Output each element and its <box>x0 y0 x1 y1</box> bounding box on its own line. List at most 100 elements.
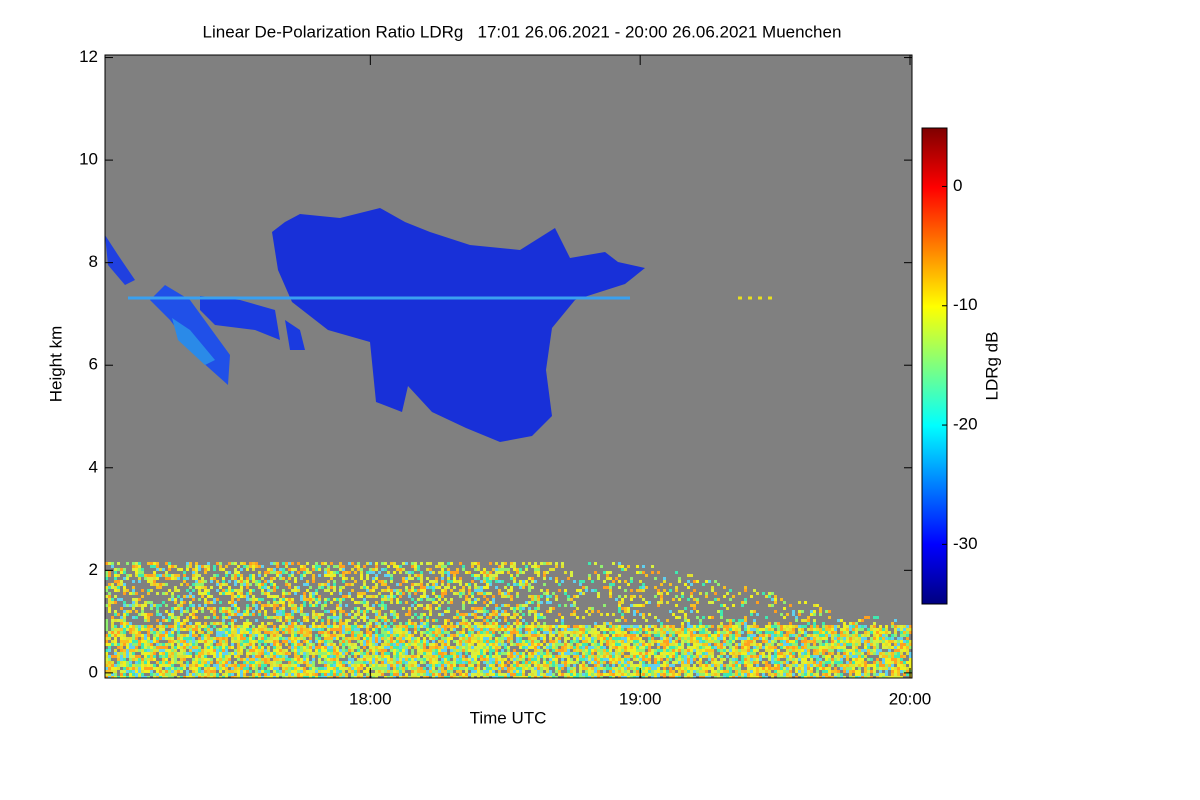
backscatter-pixel <box>603 571 606 574</box>
backscatter-pixel <box>324 610 327 613</box>
backscatter-pixel <box>618 637 621 640</box>
backscatter-pixel <box>405 667 408 670</box>
backscatter-pixel <box>492 568 495 571</box>
backscatter-pixel <box>477 622 480 625</box>
backscatter-pixel <box>171 634 174 637</box>
backscatter-pixel <box>210 595 213 598</box>
backscatter-pixel <box>423 649 426 652</box>
backscatter-pixel <box>168 643 171 646</box>
backscatter-pixel <box>357 649 360 652</box>
backscatter-pixel <box>489 667 492 670</box>
backscatter-pixel <box>552 631 555 634</box>
backscatter-pixel <box>276 652 279 655</box>
backscatter-pixel <box>387 667 390 670</box>
backscatter-pixel <box>501 643 504 646</box>
backscatter-pixel <box>711 652 714 655</box>
backscatter-pixel <box>105 562 108 565</box>
backscatter-pixel <box>297 631 300 634</box>
backscatter-pixel <box>573 667 576 670</box>
backscatter-pixel <box>429 661 432 664</box>
backscatter-pixel <box>309 586 312 589</box>
backscatter-pixel <box>702 652 705 655</box>
backscatter-pixel <box>360 673 363 676</box>
backscatter-pixel <box>201 634 204 637</box>
backscatter-pixel <box>462 616 465 619</box>
backscatter-pixel <box>381 625 384 628</box>
backscatter-pixel <box>477 592 480 595</box>
backscatter-pixel <box>477 625 480 628</box>
backscatter-pixel <box>297 676 300 678</box>
backscatter-pixel <box>411 562 414 565</box>
backscatter-pixel <box>534 640 537 643</box>
backscatter-pixel <box>432 667 435 670</box>
backscatter-pixel <box>375 658 378 661</box>
backscatter-pixel <box>426 676 429 678</box>
backscatter-pixel <box>234 595 237 598</box>
backscatter-pixel <box>495 604 498 607</box>
backscatter-pixel <box>402 649 405 652</box>
backscatter-pixel <box>171 595 174 598</box>
backscatter-pixel <box>219 676 222 678</box>
backscatter-pixel <box>444 571 447 574</box>
backscatter-pixel <box>474 598 477 601</box>
backscatter-pixel <box>468 667 471 670</box>
backscatter-pixel <box>471 661 474 664</box>
backscatter-pixel <box>585 667 588 670</box>
backscatter-pixel <box>228 628 231 631</box>
backscatter-pixel <box>426 634 429 637</box>
backscatter-pixel <box>456 655 459 658</box>
backscatter-pixel <box>477 646 480 649</box>
backscatter-pixel <box>717 664 720 667</box>
backscatter-pixel <box>555 595 558 598</box>
backscatter-pixel <box>156 640 159 643</box>
backscatter-pixel <box>396 649 399 652</box>
backscatter-pixel <box>522 619 525 622</box>
backscatter-pixel <box>534 646 537 649</box>
backscatter-pixel <box>387 652 390 655</box>
backscatter-pixel <box>288 562 291 565</box>
backscatter-pixel <box>123 640 126 643</box>
backscatter-pixel <box>690 583 693 586</box>
backscatter-pixel <box>657 646 660 649</box>
backscatter-pixel <box>372 586 375 589</box>
backscatter-pixel <box>213 574 216 577</box>
backscatter-pixel <box>543 658 546 661</box>
backscatter-pixel <box>159 661 162 664</box>
backscatter-pixel <box>504 646 507 649</box>
backscatter-pixel <box>501 562 504 565</box>
backscatter-pixel <box>567 667 570 670</box>
backscatter-pixel <box>171 649 174 652</box>
backscatter-pixel <box>558 583 561 586</box>
backscatter-pixel <box>585 589 588 592</box>
backscatter-pixel <box>687 634 690 637</box>
backscatter-pixel <box>657 643 660 646</box>
backscatter-pixel <box>627 634 630 637</box>
backscatter-pixel <box>483 580 486 583</box>
backscatter-pixel <box>405 631 408 634</box>
backscatter-pixel <box>225 649 228 652</box>
backscatter-pixel <box>510 640 513 643</box>
backscatter-pixel <box>312 568 315 571</box>
backscatter-pixel <box>405 646 408 649</box>
backscatter-pixel <box>633 640 636 643</box>
backscatter-pixel <box>303 619 306 622</box>
backscatter-pixel <box>126 625 129 628</box>
backscatter-pixel <box>516 571 519 574</box>
backscatter-pixel <box>330 628 333 631</box>
backscatter-pixel <box>633 667 636 670</box>
backscatter-pixel <box>192 571 195 574</box>
backscatter-pixel <box>198 622 201 625</box>
backscatter-pixel <box>180 637 183 640</box>
backscatter-pixel <box>663 649 666 652</box>
backscatter-pixel <box>648 601 651 604</box>
backscatter-pixel <box>399 646 402 649</box>
backscatter-pixel <box>507 622 510 625</box>
backscatter-pixel <box>192 604 195 607</box>
backscatter-pixel <box>369 622 372 625</box>
backscatter-pixel <box>261 664 264 667</box>
backscatter-pixel <box>114 673 117 676</box>
backscatter-pixel <box>369 619 372 622</box>
backscatter-pixel <box>306 631 309 634</box>
backscatter-pixel <box>189 634 192 637</box>
backscatter-pixel <box>600 661 603 664</box>
